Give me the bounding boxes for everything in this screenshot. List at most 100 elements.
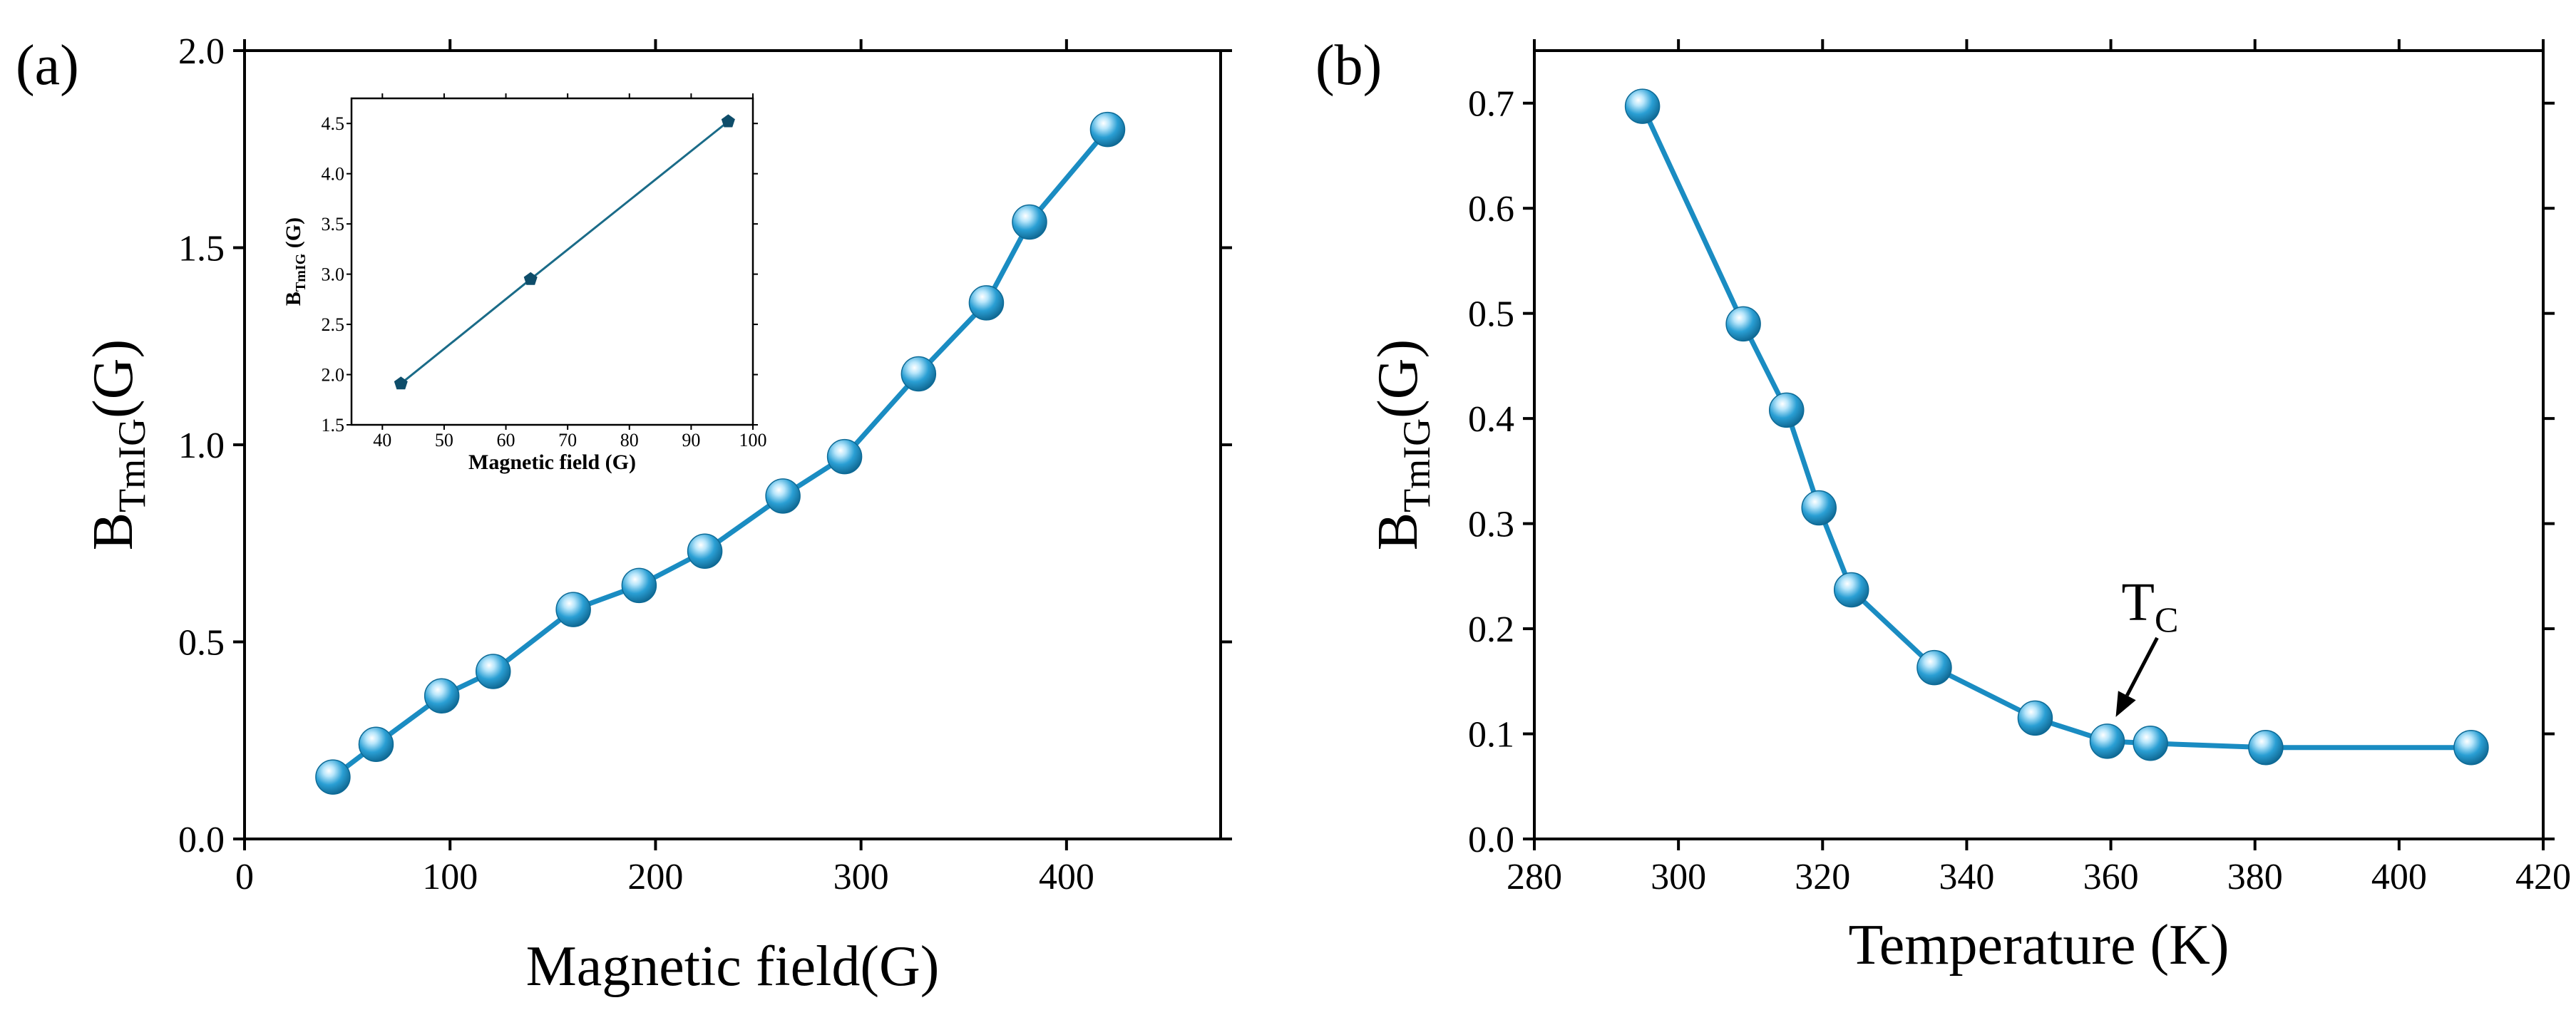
panel-b-data-point (2017, 700, 2053, 736)
panel-a-x-tick-label: 200 (627, 857, 683, 897)
panel-b-y-label-sub: TmIG (1395, 418, 1438, 512)
panel-a-data-point (826, 438, 863, 475)
inset-data-point (523, 272, 538, 285)
inset-y-tick-label: 2.0 (322, 365, 345, 386)
panel-a-data-point (555, 592, 591, 627)
panel-b-y-tick-label: 0.6 (1468, 189, 1514, 230)
panel-b-series-line (1640, 105, 2471, 751)
inset-x-tick-label: 60 (497, 430, 515, 450)
inset-y-tick-label: 3.0 (322, 264, 345, 285)
panel-b-y-label-unit: (G) (1367, 339, 1430, 418)
panel-b-y-tick-label: 0.5 (1468, 294, 1514, 335)
panel-a-x-tick-label: 100 (422, 857, 478, 897)
inset-series-line (400, 120, 729, 385)
panel-a-data-point (475, 654, 511, 689)
tc-arrow-head (2115, 691, 2136, 717)
tc-arrow-line (2125, 637, 2159, 696)
inset-y-label-sub: TmIG (293, 253, 309, 292)
panel-b-data-point (1624, 88, 1661, 124)
panel-a-data-point (1012, 204, 1047, 240)
inset-x-tick-label: 70 (558, 430, 577, 450)
panel-b-y-tick-label: 0.7 (1468, 84, 1514, 125)
panel-b-y-ticks: 0.0 0.1 0.2 0.3 0.4 0.5 0.6 0.7 (1468, 84, 2555, 860)
panel-a-y-tick-label: 0.5 (178, 623, 225, 664)
panel-b-y-tick-label: 0.4 (1468, 399, 1514, 440)
panel-b-y-label-main: B (1367, 512, 1430, 550)
panel-a-y-tick-label: 0.0 (178, 820, 225, 860)
panel-a-inset-chart: 40 50 60 70 80 90 100 1.5 2.0 2.5 3.0 3.5 4.0 4.5 Ma… (282, 93, 767, 474)
panel-b-x-tick-label: 320 (1795, 857, 1850, 897)
panel-b-y-tick-label: 0.2 (1468, 609, 1514, 650)
inset-plot-frame (350, 97, 754, 426)
panel-a-data-point (315, 759, 351, 795)
panel-b-data-point (1833, 572, 1869, 608)
panel-b-data-points (1624, 88, 2489, 766)
inset-y-ticks: 1.5 2.0 2.5 3.0 3.5 4.0 4.5 (322, 113, 758, 436)
panel-b-y-tick-label: 0.3 (1468, 505, 1514, 545)
inset-y-tick-label: 3.5 (322, 214, 345, 235)
panel-a-y-tick-label: 2.0 (178, 31, 225, 72)
inset-data-point (394, 376, 408, 390)
panel-a-data-point (900, 356, 937, 392)
panel-a-data-point (687, 533, 723, 570)
panel-a-y-label-sub: TmIG (111, 418, 153, 512)
panel-b-tc-annotation: TC (2115, 572, 2179, 717)
panel-a-data-points (315, 111, 1126, 795)
panel-b-data-point (1916, 649, 1952, 686)
panel-b-data-point (1769, 392, 1805, 428)
panel-a-data-point (358, 726, 394, 763)
panel-a-y-tick-label: 1.5 (178, 229, 225, 269)
inset-x-tick-label: 90 (682, 430, 700, 450)
panel-b-y-axis-label: BTmIG(G) (1367, 339, 1438, 550)
panel-a-y-axis-label: BTmIG(G) (82, 339, 153, 550)
panel-b-y-tick-label: 0.0 (1468, 820, 1514, 860)
inset-y-tick-label: 1.5 (322, 415, 345, 436)
inset-x-ticks: 40 50 60 70 80 90 100 (373, 93, 767, 450)
inset-x-tick-label: 80 (620, 430, 639, 450)
panel-a-x-tick-label: 300 (833, 857, 889, 897)
panel-a-data-point (968, 285, 1005, 321)
panel-a-data-point (765, 478, 801, 514)
panel-b-data-point (2133, 726, 2168, 761)
inset-x-axis-label: Magnetic field (G) (468, 450, 636, 474)
panel-b-data-point (2248, 729, 2284, 766)
panel-a-x-tick-label: 400 (1039, 857, 1094, 897)
panel-b-label: (b) (1315, 34, 1382, 97)
panel-a-x-axis-label: Magnetic field(G) (526, 935, 940, 998)
tc-label-main: T (2122, 572, 2155, 632)
inset-data-point (721, 114, 735, 128)
tc-label-sub: C (2155, 599, 2178, 639)
panel-b-data-point (1801, 490, 1837, 526)
inset-data-points (394, 114, 735, 390)
panel-a-y-ticks: 0.0 0.5 1.0 1.5 2.0 (178, 31, 1232, 860)
panel-b-x-tick-label: 280 (1507, 857, 1562, 897)
panel-b-chart: (b) 280 300 320 340 360 380 400 420 0.00.10.20.… (1315, 34, 2571, 977)
panel-b-data-point (2089, 723, 2125, 759)
inset-y-label-main: B (282, 292, 305, 306)
panel-b-plot-frame (1533, 49, 2545, 840)
panel-b-x-tick-label: 300 (1651, 857, 1706, 897)
inset-y-label-unit: (G) (282, 217, 305, 254)
inset-x-tick-label: 40 (373, 430, 391, 450)
panel-a-data-point (424, 678, 460, 714)
panel-a-data-point (621, 567, 657, 604)
panel-b-x-axis-label: Temperature (K) (1848, 914, 2229, 977)
panel-a-x-tick-label: 0 (235, 857, 254, 897)
panel-b-y-tick-label: 0.1 (1468, 715, 1514, 756)
panel-b-x-tick-label: 420 (2515, 857, 2571, 897)
panel-b-x-tick-label: 400 (2371, 857, 2427, 897)
inset-y-axis-label: BTmIG (G) (282, 217, 309, 306)
inset-x-tick-label: 50 (435, 430, 453, 450)
panel-b-data-point (2453, 729, 2489, 766)
panel-a-y-label-unit: (G) (82, 339, 145, 418)
panel-a-y-tick-label: 1.0 (178, 426, 225, 466)
panel-a-chart: (a) 0 100 200 300 400 0.0 0.5 1.0 1.5 2.0 Magnet… (16, 31, 1232, 998)
inset-y-tick-label: 2.5 (322, 314, 345, 335)
panel-a-x-ticks: 0 100 200 300 400 (235, 39, 1094, 897)
tc-label: TC (2122, 572, 2179, 639)
panel-a-label: (a) (16, 34, 79, 97)
panel-a-y-label-main: B (82, 512, 145, 550)
panel-b-x-tick-label: 340 (1939, 857, 1994, 897)
panel-b-x-tick-label: 360 (2083, 857, 2139, 897)
